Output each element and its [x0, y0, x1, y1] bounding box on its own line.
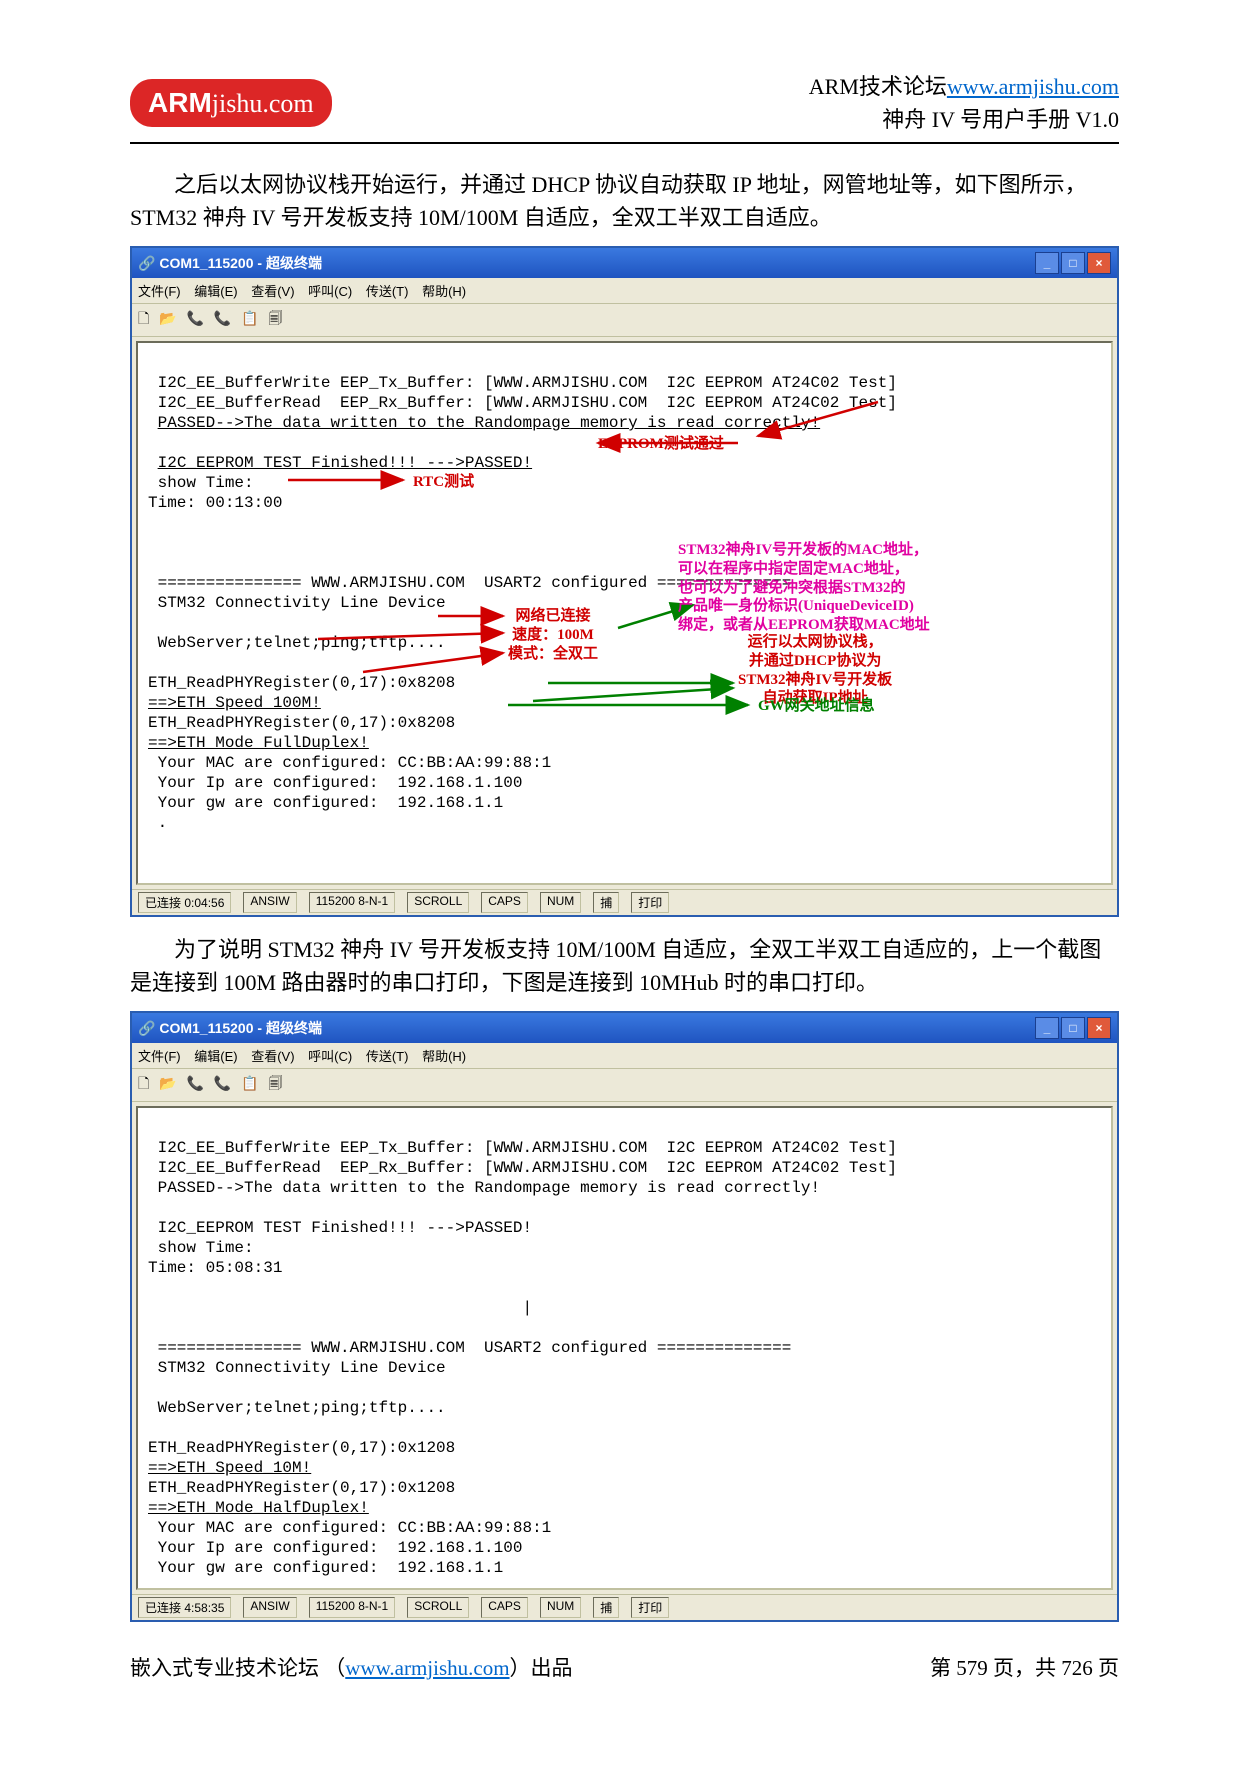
- open-icon[interactable]: 📂: [159, 310, 176, 326]
- menu-help[interactable]: 帮助(H): [422, 1049, 466, 1064]
- menu-bar: 文件(F) 编辑(E) 查看(V) 呼叫(C) 传送(T) 帮助(H): [132, 1043, 1117, 1069]
- status-caps: CAPS: [481, 892, 528, 913]
- menu-edit[interactable]: 编辑(E): [194, 284, 237, 299]
- header-right: ARM技术论坛www.armjishu.com 神舟 IV 号用户手册 V1.0: [809, 70, 1119, 136]
- status-num: NUM: [540, 1597, 581, 1618]
- menu-transfer[interactable]: 传送(T): [366, 284, 409, 299]
- maximize-button[interactable]: □: [1061, 1017, 1085, 1039]
- terminal-output-1: I2C_EE_BufferWrite EEP_Tx_Buffer: [WWW.A…: [136, 341, 1113, 885]
- hangup-icon[interactable]: 📞: [214, 310, 231, 326]
- menu-help[interactable]: 帮助(H): [422, 284, 466, 299]
- status-enc: ANSIW: [243, 892, 296, 913]
- menu-file[interactable]: 文件(F): [138, 284, 181, 299]
- header-divider: [130, 142, 1119, 144]
- status-enc: ANSIW: [243, 1597, 296, 1618]
- hangup-icon[interactable]: 📞: [214, 1075, 231, 1091]
- status-scroll: SCROLL: [407, 1597, 469, 1618]
- menu-view[interactable]: 查看(V): [251, 284, 294, 299]
- status-baud: 115200 8-N-1: [309, 1597, 396, 1618]
- title-bar: 🔗 COM1_115200 - 超级终端 _ □ ×: [132, 248, 1117, 278]
- close-button[interactable]: ×: [1087, 252, 1111, 274]
- call-icon[interactable]: 📞: [186, 1075, 203, 1091]
- minimize-button[interactable]: _: [1035, 1017, 1059, 1039]
- new-icon[interactable]: 🗋: [138, 1075, 149, 1091]
- menu-call[interactable]: 呼叫(C): [308, 284, 352, 299]
- menu-view[interactable]: 查看(V): [251, 1049, 294, 1064]
- status-caps: CAPS: [481, 1597, 528, 1618]
- menu-edit[interactable]: 编辑(E): [194, 1049, 237, 1064]
- header-link[interactable]: www.armjishu.com: [947, 74, 1119, 99]
- header-prefix: ARM技术论坛: [809, 74, 947, 99]
- title-bar: 🔗 COM1_115200 - 超级终端 _ □ ×: [132, 1013, 1117, 1043]
- props-icon[interactable]: 🗐: [268, 310, 282, 326]
- status-print: 打印: [631, 1597, 669, 1618]
- menu-call[interactable]: 呼叫(C): [308, 1049, 352, 1064]
- paragraph-2: 为了说明 STM32 神舟 IV 号开发板支持 10M/100M 自适应，全双工…: [130, 933, 1119, 999]
- menu-transfer[interactable]: 传送(T): [366, 1049, 409, 1064]
- new-icon[interactable]: 🗋: [138, 310, 149, 326]
- minimize-button[interactable]: _: [1035, 252, 1059, 274]
- open-icon[interactable]: 📂: [159, 1075, 176, 1091]
- footer: 嵌入式专业技术论坛 （www.armjishu.com）出品 第 579 页，共…: [130, 1652, 1119, 1682]
- menu-file[interactable]: 文件(F): [138, 1049, 181, 1064]
- paste-icon[interactable]: 📋: [241, 1075, 258, 1091]
- window-title: COM1_115200 - 超级终端: [159, 255, 322, 271]
- terminal-window-2: 🔗 COM1_115200 - 超级终端 _ □ × 文件(F) 编辑(E) 查…: [130, 1011, 1119, 1622]
- call-icon[interactable]: 📞: [186, 310, 203, 326]
- tool-bar: 🗋 📂 📞 📞 📋 🗐: [132, 304, 1117, 337]
- status-bar: 已连接 0:04:56 ANSIW 115200 8-N-1 SCROLL CA…: [132, 889, 1117, 915]
- header-subtitle: 神舟 IV 号用户手册 V1.0: [809, 103, 1119, 136]
- tool-bar: 🗋 📂 📞 📞 📋 🗐: [132, 1069, 1117, 1102]
- menu-bar: 文件(F) 编辑(E) 查看(V) 呼叫(C) 传送(T) 帮助(H): [132, 278, 1117, 304]
- maximize-button[interactable]: □: [1061, 252, 1085, 274]
- status-bar: 已连接 4:58:35 ANSIW 115200 8-N-1 SCROLL CA…: [132, 1594, 1117, 1620]
- props-icon[interactable]: 🗐: [268, 1075, 282, 1091]
- terminal-window-1: 🔗 COM1_115200 - 超级终端 _ □ × 文件(F) 编辑(E) 查…: [130, 246, 1119, 917]
- footer-link[interactable]: www.armjishu.com: [345, 1656, 509, 1680]
- status-capture: 捕: [593, 1597, 619, 1618]
- status-conn: 已连接 0:04:56: [138, 892, 231, 913]
- logo-bold: ARM: [148, 87, 212, 118]
- status-capture: 捕: [593, 892, 619, 913]
- logo-tail: jishu.com: [212, 89, 314, 118]
- status-scroll: SCROLL: [407, 892, 469, 913]
- status-conn: 已连接 4:58:35: [138, 1597, 231, 1618]
- window-title: COM1_115200 - 超级终端: [159, 1020, 322, 1036]
- status-baud: 115200 8-N-1: [309, 892, 396, 913]
- footer-suffix: ）出品: [510, 1656, 573, 1680]
- status-num: NUM: [540, 892, 581, 913]
- close-button[interactable]: ×: [1087, 1017, 1111, 1039]
- terminal-output-2: I2C_EE_BufferWrite EEP_Tx_Buffer: [WWW.A…: [136, 1106, 1113, 1590]
- paragraph-1: 之后以太网协议栈开始运行，并通过 DHCP 协议自动获取 IP 地址，网管地址等…: [130, 168, 1119, 234]
- paste-icon[interactable]: 📋: [241, 310, 258, 326]
- status-print: 打印: [631, 892, 669, 913]
- page-number: 第 579 页，共 726 页: [930, 1652, 1119, 1682]
- arm-logo: ARMjishu.com: [130, 79, 332, 127]
- footer-prefix: 嵌入式专业技术论坛 （: [130, 1656, 345, 1680]
